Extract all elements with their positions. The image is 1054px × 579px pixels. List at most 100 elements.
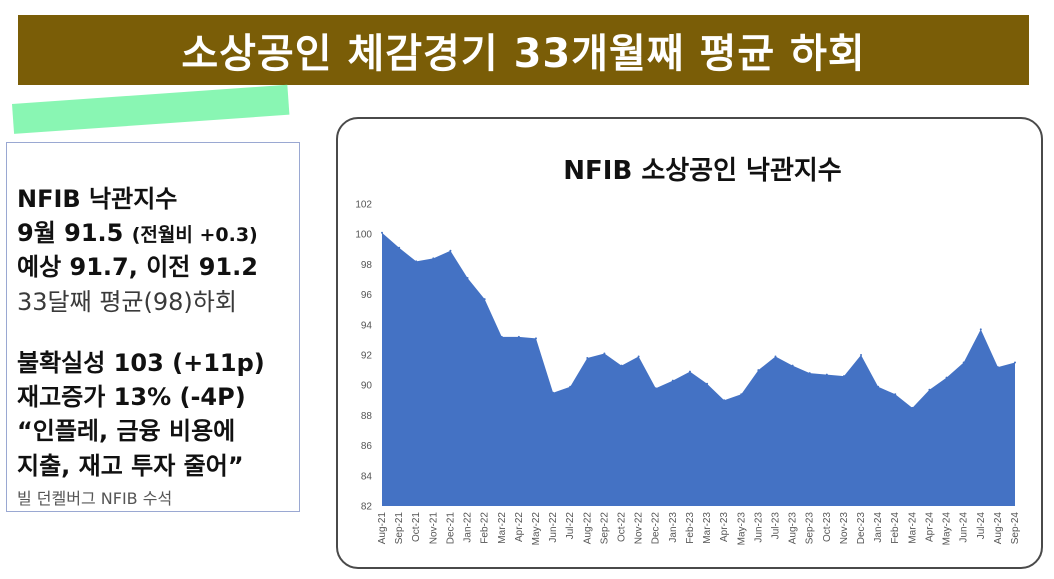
chart-title: NFIB 소상공인 낙관지수 [0, 150, 1054, 187]
data-point [671, 379, 674, 382]
info-panel: NFIB 낙관지수 9월 91.5 (전월비 +0.3) 예상 91.7, 이전… [6, 142, 300, 512]
y-tick-label: 102 [355, 200, 372, 211]
data-point [791, 364, 794, 367]
data-point [398, 246, 401, 249]
info-september-main: 9월 91.5 [17, 219, 132, 247]
data-point [449, 249, 452, 252]
y-tick-label: 84 [361, 471, 373, 482]
x-tick-label: Aug-24 [993, 512, 1004, 545]
y-tick-label: 92 [361, 351, 373, 362]
data-point [620, 364, 623, 367]
x-tick-label: Nov-23 [839, 512, 850, 545]
x-tick-label: Apr-24 [924, 512, 935, 542]
chart-title-text: NFIB 소상공인 낙관지수 [563, 156, 842, 186]
x-tick-label: Nov-22 [634, 512, 645, 545]
info-quote-line1: “인플레, 금융 비용에 [17, 417, 236, 445]
info-expectation: 예상 91.7, 이전 91.2 [17, 253, 258, 281]
x-tick-label: Aug-21 [377, 512, 388, 545]
data-point [825, 373, 828, 376]
data-point [637, 355, 640, 358]
x-tick-label: Feb-22 [480, 512, 491, 544]
x-tick-label: Mar-24 [907, 512, 918, 544]
data-point [603, 352, 606, 355]
data-point [381, 231, 383, 234]
data-point [466, 276, 469, 279]
x-tick-label: Jul-24 [976, 512, 987, 540]
info-quote-line2: 지출, 재고 투자 줄어” [17, 452, 244, 480]
data-point [877, 385, 880, 388]
x-tick-label: Jul-23 [770, 512, 781, 540]
y-axis: 82 84 86 88 90 92 94 96 98 100 102 [355, 200, 372, 513]
data-point [706, 382, 709, 385]
data-point [945, 376, 948, 379]
data-point [654, 387, 657, 390]
x-tick-label: Sep-24 [1010, 512, 1021, 545]
data-point [928, 388, 931, 391]
x-tick-label: Jun-22 [548, 512, 559, 543]
info-quote-source: 빌 던켈버그 NFIB 수석 [17, 489, 173, 508]
y-tick-label: 94 [361, 320, 373, 331]
data-point [432, 257, 435, 260]
data-point [500, 335, 503, 338]
x-tick-label: Jun-24 [959, 512, 970, 543]
x-tick-label: May-22 [531, 512, 542, 546]
x-tick-label: Jan-24 [873, 512, 884, 543]
x-tick-label: Jun-23 [753, 512, 764, 543]
data-point [894, 393, 897, 396]
data-point [860, 354, 863, 356]
x-tick-label: Oct-21 [411, 512, 422, 542]
data-point [911, 406, 914, 409]
x-tick-label: Sep-21 [394, 512, 405, 545]
data-point [569, 385, 572, 388]
x-tick-label: Dec-21 [445, 512, 456, 545]
x-tick-label: May-23 [736, 512, 747, 546]
data-point [962, 361, 965, 364]
y-tick-label: 88 [361, 411, 373, 422]
info-inventory: 재고증가 13% (-4P) [17, 383, 246, 411]
data-point [808, 372, 811, 375]
x-tick-label: Mar-22 [497, 512, 508, 544]
data-point [774, 355, 777, 358]
x-tick-label: Apr-23 [719, 512, 730, 542]
info-uncertainty: 불확실성 103 (+11p) [17, 349, 265, 377]
x-tick-label: Aug-22 [582, 512, 593, 545]
y-tick-label: 96 [361, 290, 373, 301]
area-layer [381, 231, 1016, 506]
x-tick-label: Nov-21 [428, 512, 439, 545]
title-banner: 소상공인 체감경기 33개월째 평균 하회 [18, 15, 1029, 85]
data-point [552, 391, 555, 394]
data-point [534, 337, 537, 340]
data-point [723, 399, 726, 402]
info-september-value: 9월 91.5 (전월비 +0.3) [17, 213, 258, 248]
data-point [979, 328, 982, 331]
info-september-change: (전월비 +0.3) [131, 224, 258, 246]
x-tick-label: Sep-22 [599, 512, 610, 545]
data-point [586, 357, 589, 360]
y-tick-label: 90 [361, 381, 373, 392]
data-point [517, 335, 520, 338]
info-index-name: NFIB 낙관지수 [17, 185, 178, 213]
data-point [757, 369, 760, 372]
data-point [996, 366, 999, 369]
data-point [1014, 361, 1016, 364]
data-point [483, 298, 486, 301]
y-tick-label: 86 [361, 441, 373, 452]
x-tick-label: May-24 [942, 512, 953, 546]
optimism-area-series [382, 232, 1015, 506]
info-below-average: 33달째 평균(98)하회 [17, 288, 237, 316]
x-tick-label: Feb-24 [890, 512, 901, 544]
x-tick-label: Jan-23 [668, 512, 679, 543]
headline: 소상공인 체감경기 33개월째 평균 하회 [181, 31, 866, 77]
x-axis: Aug-21 Sep-21 Oct-21 Nov-21 Dec-21 Jan-22 Feb-… [377, 512, 1021, 546]
y-tick-label: 100 [355, 230, 372, 241]
x-tick-label: Sep-23 [805, 512, 816, 545]
data-point [740, 393, 743, 396]
x-tick-label: Feb-23 [685, 512, 696, 544]
x-tick-label: Jan-22 [463, 512, 474, 543]
x-tick-label: Oct-23 [822, 512, 833, 542]
data-point [688, 370, 691, 373]
x-tick-label: Dec-23 [856, 512, 867, 545]
x-tick-label: Mar-23 [702, 512, 713, 544]
y-tick-label: 82 [361, 502, 373, 513]
